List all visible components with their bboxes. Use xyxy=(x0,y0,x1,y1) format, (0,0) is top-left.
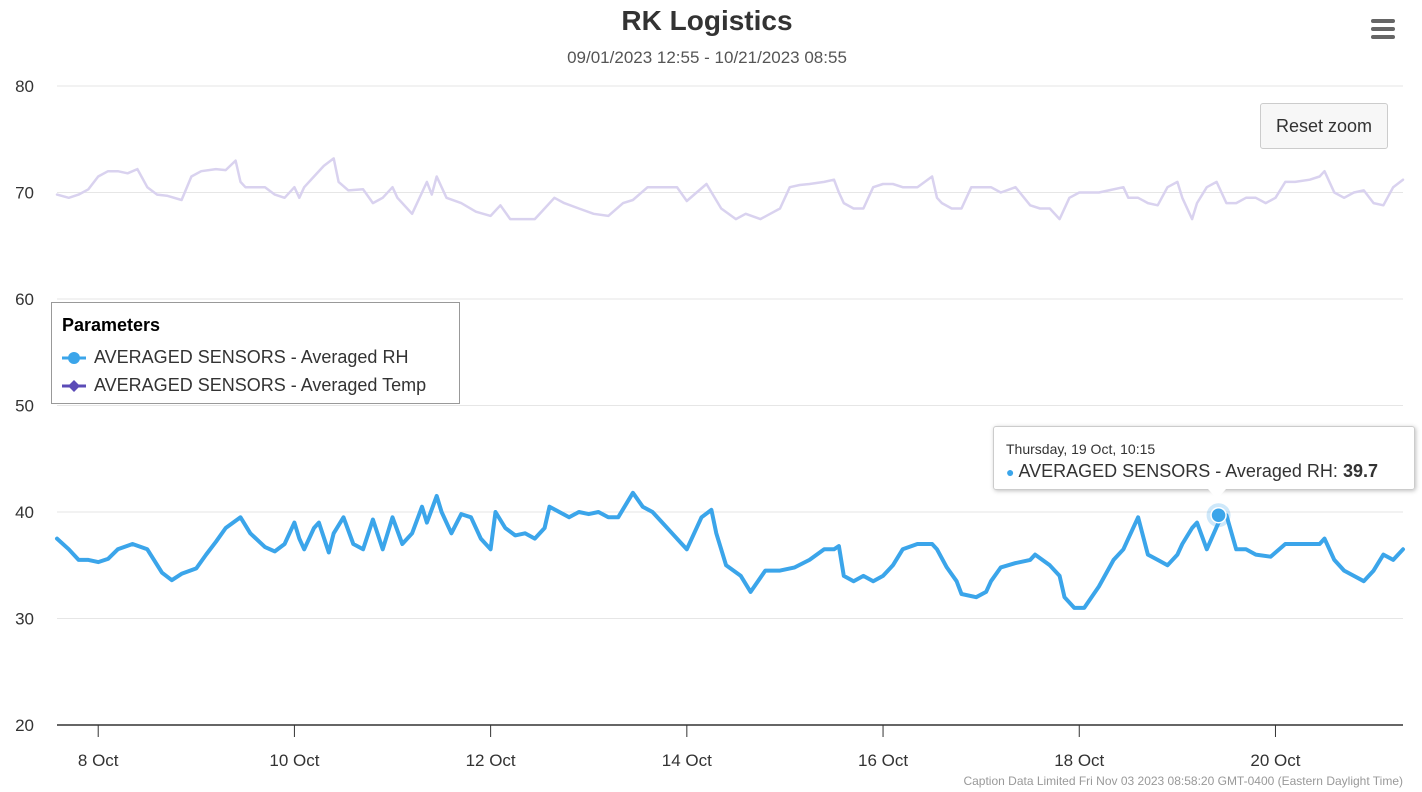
x-tick-label: 18 Oct xyxy=(1054,751,1104,770)
x-tick-label: 14 Oct xyxy=(662,751,712,770)
x-tick-label: 10 Oct xyxy=(269,751,319,770)
legend-circle-icon xyxy=(62,352,86,364)
hamburger-menu-icon[interactable] xyxy=(1365,14,1401,46)
tooltip-value: 39.7 xyxy=(1342,461,1378,481)
legend-item-averaged-rh[interactable]: AVERAGED SENSORS - Averaged RH xyxy=(62,347,457,369)
series-line-averaged-temp[interactable] xyxy=(55,157,1405,221)
tooltip-dot-icon: ● xyxy=(1006,464,1015,480)
tooltip-caret xyxy=(1208,489,1226,499)
legend-label: AVERAGED SENSORS - Averaged RH xyxy=(94,347,409,367)
y-tick-label: 20 xyxy=(15,716,34,735)
x-tick-label: 20 Oct xyxy=(1250,751,1300,770)
x-tick-label: 8 Oct xyxy=(78,751,119,770)
grid-lines xyxy=(57,85,1403,619)
series-layer xyxy=(55,157,1405,610)
chart-subtitle: 09/01/2023 12:55 - 10/21/2023 08:55 xyxy=(567,48,847,67)
y-tick-label: 60 xyxy=(15,290,34,309)
highlight-point[interactable] xyxy=(1210,506,1227,524)
tooltip-date: Thursday, 19 Oct, 10:15 xyxy=(1006,441,1156,457)
legend-title: Parameters xyxy=(62,315,161,335)
credits-text[interactable]: Caption Data Limited Fri Nov 03 2023 08:… xyxy=(963,774,1403,788)
axes: 20 30 40 50 60 70 80 8 Oct 10 Oct 12 Oct 14 Oct 16 … xyxy=(15,77,1403,770)
reset-zoom-button[interactable]: Reset zoom xyxy=(1260,103,1388,149)
y-tick-label: 50 xyxy=(15,397,34,416)
chart-title: RK Logistics xyxy=(621,5,792,36)
data-tooltip: Thursday, 19 Oct, 10:15 ● AVERAGED SENSO… xyxy=(993,426,1415,490)
y-tick-label: 70 xyxy=(15,184,34,203)
x-tick-label: 12 Oct xyxy=(466,751,516,770)
legend-label: AVERAGED SENSORS - Averaged Temp xyxy=(94,375,427,395)
legend-diamond-icon xyxy=(62,380,86,392)
tooltip-line: ● AVERAGED SENSORS - Averaged RH: 39.7 xyxy=(1006,461,1378,482)
legend-item-averaged-temp[interactable]: AVERAGED SENSORS - Averaged Temp xyxy=(62,375,457,397)
legend: Parameters AVERAGED SENSORS - Averaged R… xyxy=(51,302,460,404)
y-tick-label: 80 xyxy=(15,77,34,96)
y-tick-label: 40 xyxy=(15,503,34,522)
series-line-averaged-rh[interactable] xyxy=(55,490,1405,610)
y-tick-label: 30 xyxy=(15,610,34,629)
tooltip-series-name: AVERAGED SENSORS - Averaged RH: xyxy=(1018,461,1338,481)
x-tick-label: 16 Oct xyxy=(858,751,908,770)
